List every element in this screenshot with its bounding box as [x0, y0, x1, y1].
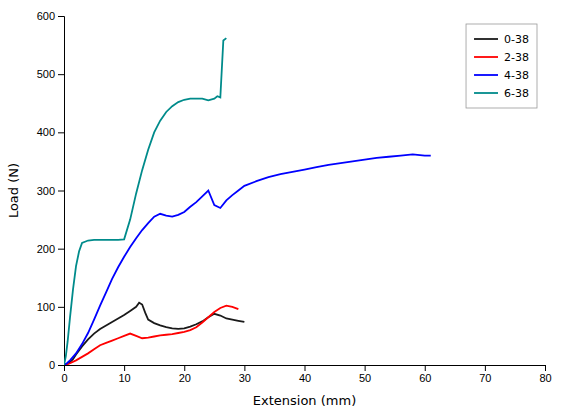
y-tick: 600 — [37, 10, 64, 22]
series-line — [64, 38, 226, 365]
x-tick: 10 — [119, 365, 131, 384]
legend-swatch — [474, 92, 498, 94]
x-tick-label: 40 — [299, 372, 311, 384]
legend-item: 2-38 — [474, 51, 529, 64]
legend-label: 6-38 — [504, 87, 529, 100]
x-tick: 0 — [61, 365, 67, 384]
x-tick-mark — [545, 365, 546, 371]
legend-swatch — [474, 74, 498, 76]
series-line — [64, 306, 238, 365]
x-tick: 70 — [479, 365, 491, 384]
x-tick-mark — [305, 365, 306, 371]
y-tick: 200 — [37, 243, 64, 255]
legend-item: 4-38 — [474, 69, 529, 82]
y-tick: 500 — [37, 68, 64, 80]
x-axis-title: Extension (mm) — [253, 393, 356, 408]
legend-swatch — [474, 56, 498, 58]
x-tick-label: 50 — [359, 372, 371, 384]
legend-item: 0-38 — [474, 33, 529, 46]
y-tick-mark — [58, 249, 64, 250]
y-tick-mark — [58, 365, 64, 366]
y-tick-label: 100 — [37, 301, 55, 313]
y-tick-label: 200 — [37, 243, 55, 255]
y-tick: 0 — [49, 359, 64, 371]
y-axis: 0 100 200 300 400 500 600 — [37, 10, 65, 371]
y-tick: 100 — [37, 301, 64, 313]
y-axis-title: Load (N) — [6, 163, 21, 218]
x-tick: 30 — [239, 365, 251, 384]
x-tick-mark — [184, 365, 185, 371]
series-line — [64, 154, 431, 365]
y-tick: 300 — [37, 185, 64, 197]
x-tick-label: 20 — [179, 372, 191, 384]
x-tick: 60 — [419, 365, 431, 384]
x-tick-label: 10 — [119, 372, 131, 384]
legend-item: 6-38 — [474, 87, 529, 100]
x-tick-label: 80 — [539, 372, 551, 384]
x-axis: 0 10 20 30 40 50 60 70 80 — [61, 365, 551, 384]
legend-frame — [466, 24, 537, 108]
series-line — [64, 303, 244, 365]
y-axis-line — [58, 17, 65, 366]
x-tick-label: 70 — [479, 372, 491, 384]
x-tick-label: 60 — [419, 372, 431, 384]
y-tick-label: 500 — [37, 68, 55, 80]
x-tick-label: 30 — [239, 372, 251, 384]
y-tick-label: 400 — [37, 126, 55, 138]
y-tick-mark — [58, 132, 64, 133]
x-tick: 50 — [359, 365, 371, 384]
x-tick-mark — [485, 365, 486, 371]
y-tick-mark — [58, 16, 64, 17]
x-tick: 20 — [179, 365, 191, 384]
y-tick-label: 0 — [49, 359, 55, 371]
y-tick-mark — [58, 74, 64, 75]
legend-label: 4-38 — [504, 69, 529, 82]
x-tick-mark — [124, 365, 125, 371]
plot: 0 10 20 30 40 50 60 70 80 0 100 200 300 400 500 600 Exte… — [6, 10, 552, 408]
y-tick-label: 300 — [37, 185, 55, 197]
x-tick-mark — [425, 365, 426, 371]
chart: 0 10 20 30 40 50 60 70 80 0 100 200 300 400 500 600 Exte… — [0, 0, 567, 417]
y-tick-mark — [58, 191, 64, 192]
legend-swatch — [474, 38, 498, 40]
legend-label: 0-38 — [504, 33, 529, 46]
x-tick: 80 — [539, 365, 551, 384]
x-tick-mark — [365, 365, 366, 371]
x-axis-line — [65, 366, 546, 372]
y-tick-mark — [58, 307, 64, 308]
x-tick-mark — [244, 365, 245, 371]
series-group — [64, 38, 431, 365]
x-tick: 40 — [299, 365, 311, 384]
y-tick-label: 600 — [37, 10, 55, 22]
y-tick: 400 — [37, 126, 64, 138]
legend: 0-38 2-38 4-38 6-38 — [466, 24, 537, 108]
legend-label: 2-38 — [504, 51, 529, 64]
x-tick-label: 0 — [61, 372, 67, 384]
